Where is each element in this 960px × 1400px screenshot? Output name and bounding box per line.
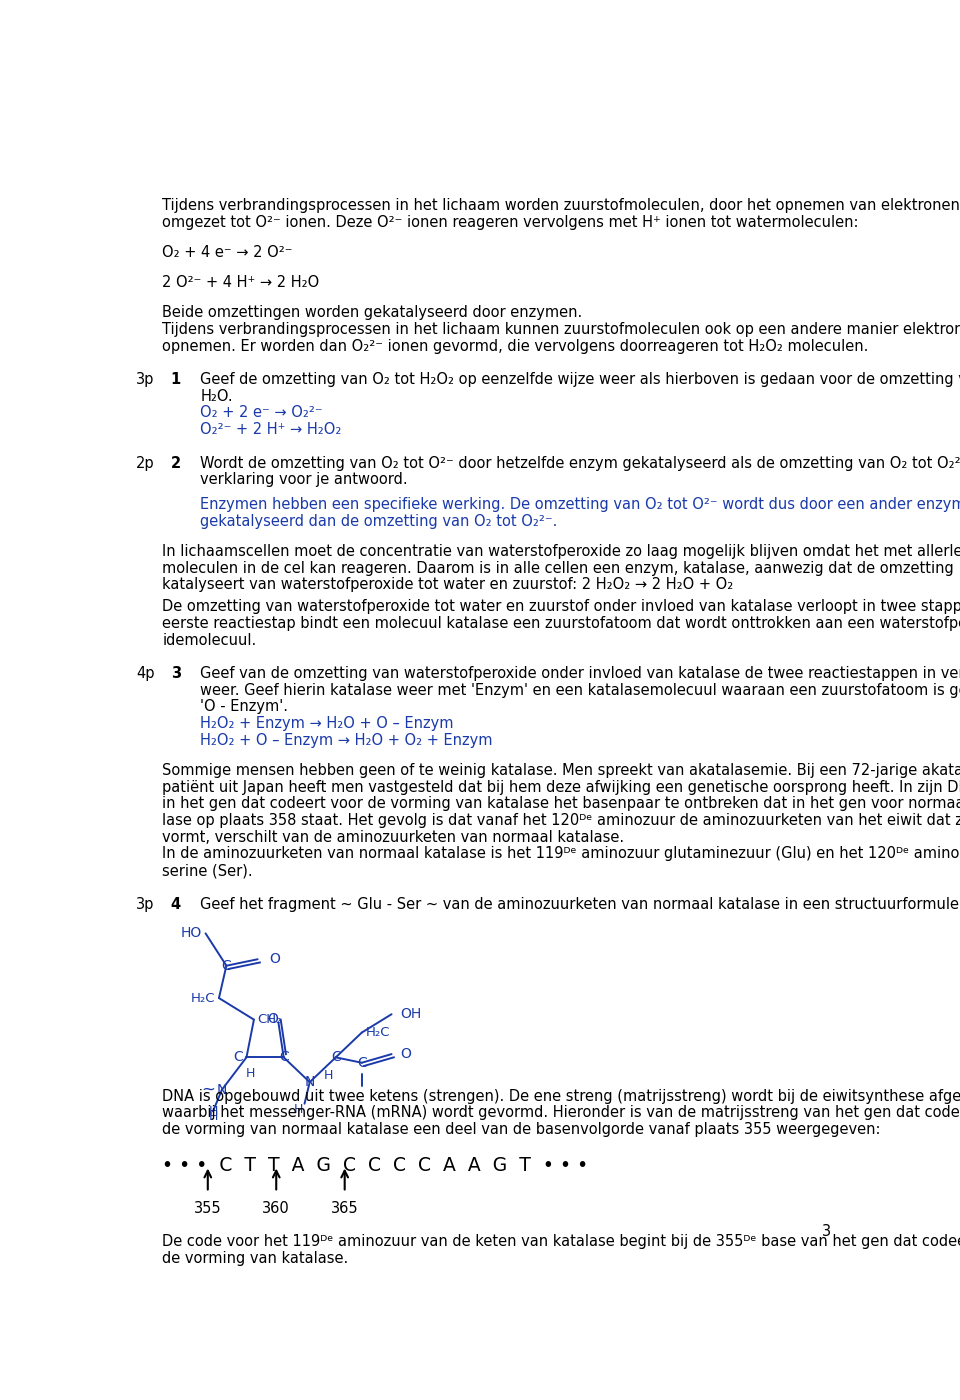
Text: O₂ + 2 e⁻ → O₂²⁻: O₂ + 2 e⁻ → O₂²⁻ xyxy=(201,406,323,420)
Text: ~: ~ xyxy=(202,1081,216,1099)
Text: CH₂: CH₂ xyxy=(257,1014,282,1026)
Text: H: H xyxy=(294,1103,303,1116)
Text: 1: 1 xyxy=(171,372,180,386)
Text: N: N xyxy=(304,1075,315,1089)
Text: H₂O₂ + O – Enzym → H₂O + O₂ + Enzym: H₂O₂ + O – Enzym → H₂O + O₂ + Enzym xyxy=(201,732,492,748)
Text: de vorming van katalase.: de vorming van katalase. xyxy=(162,1250,348,1266)
Text: C: C xyxy=(357,1056,367,1070)
Text: H₂O₂ + Enzym → H₂O + O – Enzym: H₂O₂ + Enzym → H₂O + O – Enzym xyxy=(201,717,454,731)
Text: O: O xyxy=(269,952,279,966)
Text: Wordt de omzetting van O₂ tot O²⁻ door hetzelfde enzym gekatalyseerd als de omze: Wordt de omzetting van O₂ tot O²⁻ door h… xyxy=(201,455,960,470)
Text: 360: 360 xyxy=(262,1201,290,1215)
Text: Geef het fragment ~ Glu - Ser ~ van de aminozuurketen van normaal katalase in ee: Geef het fragment ~ Glu - Ser ~ van de a… xyxy=(201,896,960,911)
Text: 2: 2 xyxy=(171,455,180,470)
Text: H₂O.: H₂O. xyxy=(201,389,233,403)
Text: gekatalyseerd dan de omzetting van O₂ tot O₂²⁻.: gekatalyseerd dan de omzetting van O₂ to… xyxy=(201,514,558,529)
Text: de vorming van normaal katalase een deel van de basenvolgorde vanaf plaats 355 w: de vorming van normaal katalase een deel… xyxy=(162,1123,881,1137)
Text: Sommige mensen hebben geen of te weinig katalase. Men spreekt van akatalasemie. : Sommige mensen hebben geen of te weinig … xyxy=(162,763,960,778)
Text: Geef van de omzetting van waterstofperoxide onder invloed van katalase de twee r: Geef van de omzetting van waterstofperox… xyxy=(201,666,960,680)
Text: In lichaamscellen moet de concentratie van waterstofperoxide zo laag mogelijk bl: In lichaamscellen moet de concentratie v… xyxy=(162,545,960,559)
Text: H: H xyxy=(208,1110,218,1123)
Text: 4: 4 xyxy=(171,896,180,911)
Text: O₂ + 4 e⁻ → 2 O²⁻: O₂ + 4 e⁻ → 2 O²⁻ xyxy=(162,245,293,260)
Text: • • •  C  T  T  A  G  C  C  C  C  A  A  G  T  • • •: • • • C T T A G C C C C A A G T • • • xyxy=(162,1155,588,1175)
Text: H: H xyxy=(246,1067,255,1079)
Text: 3: 3 xyxy=(822,1225,831,1239)
Text: De omzetting van waterstofperoxide tot water en zuurstof onder invloed van katal: De omzetting van waterstofperoxide tot w… xyxy=(162,599,960,615)
Text: Tijdens verbrandingsprocessen in het lichaam kunnen zuurstofmoleculen ook op een: Tijdens verbrandingsprocessen in het lic… xyxy=(162,322,960,337)
Text: In de aminozuurketen van normaal katalase is het 119ᴰᵉ aminozuur glutaminezuur (: In de aminozuurketen van normaal katalas… xyxy=(162,847,960,861)
Text: eerste reactiestap bindt een molecuul katalase een zuurstofatoom dat wordt onttr: eerste reactiestap bindt een molecuul ka… xyxy=(162,616,960,631)
Text: 3p: 3p xyxy=(136,896,155,911)
Text: katalyseert van waterstofperoxide tot water en zuurstof: 2 H₂O₂ → 2 H₂O + O₂: katalyseert van waterstofperoxide tot wa… xyxy=(162,577,733,592)
Text: C: C xyxy=(331,1050,341,1064)
Text: 4p: 4p xyxy=(136,666,155,680)
Text: H: H xyxy=(208,1105,218,1117)
Text: De code voor het 119ᴰᵉ aminozuur van de keten van katalase begint bij de 355ᴰᵉ b: De code voor het 119ᴰᵉ aminozuur van de … xyxy=(162,1235,960,1249)
Text: 365: 365 xyxy=(331,1201,358,1215)
Text: H₂C: H₂C xyxy=(366,1026,390,1039)
Text: lase op plaats 358 staat. Het gevolg is dat vanaf het 120ᴰᵉ aminozuur de aminozu: lase op plaats 358 staat. Het gevolg is … xyxy=(162,813,960,827)
Text: C: C xyxy=(233,1050,243,1064)
Text: omgezet tot O²⁻ ionen. Deze O²⁻ ionen reageren vervolgens met H⁺ ionen tot water: omgezet tot O²⁻ ionen. Deze O²⁻ ionen re… xyxy=(162,214,859,230)
Text: 2 O²⁻ + 4 H⁺ → 2 H₂O: 2 O²⁻ + 4 H⁺ → 2 H₂O xyxy=(162,274,320,290)
Text: OH: OH xyxy=(400,1007,421,1021)
Text: H: H xyxy=(324,1070,333,1082)
Text: patiënt uit Japan heeft men vastgesteld dat bij hem deze afwijking een genetisch: patiënt uit Japan heeft men vastgesteld … xyxy=(162,780,960,795)
Text: DNA is opgebouwd uit twee ketens (strengen). De ene streng (matrijsstreng) wordt: DNA is opgebouwd uit twee ketens (streng… xyxy=(162,1089,960,1103)
Text: opnemen. Er worden dan O₂²⁻ ionen gevormd, die vervolgens doorreageren tot H₂O₂ : opnemen. Er worden dan O₂²⁻ ionen gevorm… xyxy=(162,339,869,354)
Text: 3p: 3p xyxy=(136,372,155,386)
Text: moleculen in de cel kan reageren. Daarom is in alle cellen een enzym, katalase, : moleculen in de cel kan reageren. Daarom… xyxy=(162,561,954,575)
Text: idemolecuul.: idemolecuul. xyxy=(162,633,256,648)
Text: N: N xyxy=(217,1082,228,1096)
Text: 2p: 2p xyxy=(136,455,155,470)
Text: 'O - Enzym'.: 'O - Enzym'. xyxy=(201,700,288,714)
Text: serine (Ser).: serine (Ser). xyxy=(162,864,253,878)
Text: C: C xyxy=(278,1050,289,1064)
Text: waarbij het messenger-RNA (mRNA) wordt gevormd. Hieronder is van de matrijsstren: waarbij het messenger-RNA (mRNA) wordt g… xyxy=(162,1106,960,1120)
Text: weer. Geef hierin katalase weer met 'Enzym' en een katalasemolecuul waaraan een : weer. Geef hierin katalase weer met 'Enz… xyxy=(201,683,960,697)
Text: 355: 355 xyxy=(194,1201,222,1215)
Text: verklaring voor je antwoord.: verklaring voor je antwoord. xyxy=(201,472,408,487)
Text: C: C xyxy=(222,959,231,973)
Text: O: O xyxy=(400,1047,412,1061)
Text: HO: HO xyxy=(180,927,202,941)
Text: in het gen dat codeert voor de vorming van katalase het basenpaar te ontbreken d: in het gen dat codeert voor de vorming v… xyxy=(162,797,960,812)
Text: O: O xyxy=(267,1012,278,1026)
Text: vormt, verschilt van de aminozuurketen van normaal katalase.: vormt, verschilt van de aminozuurketen v… xyxy=(162,830,625,844)
Text: Beide omzettingen worden gekatalyseerd door enzymen.: Beide omzettingen worden gekatalyseerd d… xyxy=(162,305,583,321)
Text: Enzymen hebben een specifieke werking. De omzetting van O₂ tot O²⁻ wordt dus doo: Enzymen hebben een specifieke werking. D… xyxy=(201,497,960,512)
Text: Geef de omzetting van O₂ tot H₂O₂ op eenzelfde wijze weer als hierboven is gedaa: Geef de omzetting van O₂ tot H₂O₂ op een… xyxy=(201,372,960,386)
Text: O₂²⁻ + 2 H⁺ → H₂O₂: O₂²⁻ + 2 H⁺ → H₂O₂ xyxy=(201,421,342,437)
Text: 3: 3 xyxy=(171,666,180,680)
Text: Tijdens verbrandingsprocessen in het lichaam worden zuurstofmoleculen, door het : Tijdens verbrandingsprocessen in het lic… xyxy=(162,199,960,213)
Text: H₂C: H₂C xyxy=(191,991,215,1005)
